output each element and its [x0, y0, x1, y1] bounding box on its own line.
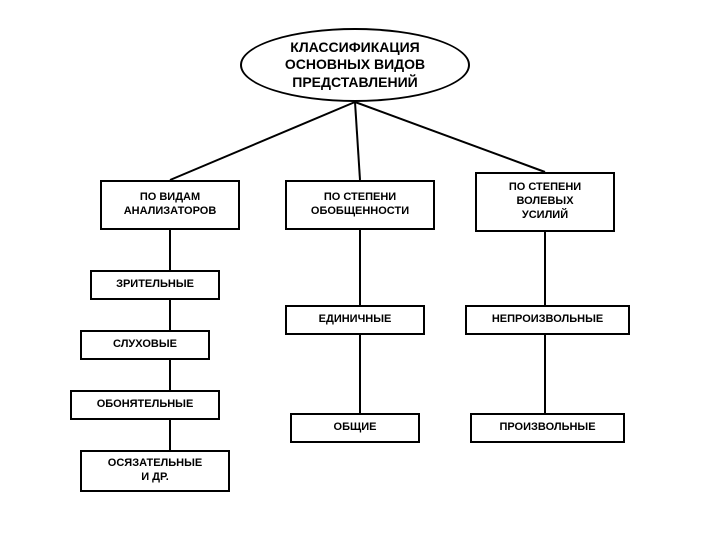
- leaf-cat1-1-label: ЗРИТЕЛЬНЫЕ: [116, 278, 194, 292]
- leaf-cat1-4-label: ОСЯЗАТЕЛЬНЫЕ И ДР.: [108, 457, 202, 485]
- category-2-label: ПО СТЕПЕНИ ОБОБЩЕННОСТИ: [311, 191, 409, 219]
- category-3-label: ПО СТЕПЕНИ ВОЛЕВЫХ УСИЛИЙ: [509, 181, 581, 222]
- category-3: ПО СТЕПЕНИ ВОЛЕВЫХ УСИЛИЙ: [475, 172, 615, 232]
- category-2: ПО СТЕПЕНИ ОБОБЩЕННОСТИ: [285, 180, 435, 230]
- leaf-cat2-2: ОБЩИЕ: [290, 413, 420, 443]
- leaf-cat3-1-label: НЕПРОИЗВОЛЬНЫЕ: [492, 313, 603, 327]
- leaf-cat2-2-label: ОБЩИЕ: [334, 421, 377, 435]
- leaf-cat2-1-label: ЕДИНИЧНЫЕ: [319, 313, 392, 327]
- leaf-cat3-2: ПРОИЗВОЛЬНЫЕ: [470, 413, 625, 443]
- leaf-cat1-4: ОСЯЗАТЕЛЬНЫЕ И ДР.: [80, 450, 230, 492]
- leaf-cat1-1: ЗРИТЕЛЬНЫЕ: [90, 270, 220, 300]
- leaf-cat3-2-label: ПРОИЗВОЛЬНЫЕ: [499, 421, 595, 435]
- leaf-cat1-2-label: СЛУХОВЫЕ: [113, 338, 177, 352]
- leaf-cat1-3: ОБОНЯТЕЛЬНЫЕ: [70, 390, 220, 420]
- category-1-label: ПО ВИДАМ АНАЛИЗАТОРОВ: [124, 191, 217, 219]
- category-1: ПО ВИДАМ АНАЛИЗАТОРОВ: [100, 180, 240, 230]
- diagram-canvas: КЛАССИФИКАЦИЯ ОСНОВНЫХ ВИДОВ ПРЕДСТАВЛЕН…: [0, 0, 720, 540]
- root-node-label: КЛАССИФИКАЦИЯ ОСНОВНЫХ ВИДОВ ПРЕДСТАВЛЕН…: [285, 39, 425, 92]
- leaf-cat2-1: ЕДИНИЧНЫЕ: [285, 305, 425, 335]
- leaf-cat1-3-label: ОБОНЯТЕЛЬНЫЕ: [97, 398, 194, 412]
- leaf-cat3-1: НЕПРОИЗВОЛЬНЫЕ: [465, 305, 630, 335]
- root-node: КЛАССИФИКАЦИЯ ОСНОВНЫХ ВИДОВ ПРЕДСТАВЛЕН…: [240, 28, 470, 102]
- leaf-cat1-2: СЛУХОВЫЕ: [80, 330, 210, 360]
